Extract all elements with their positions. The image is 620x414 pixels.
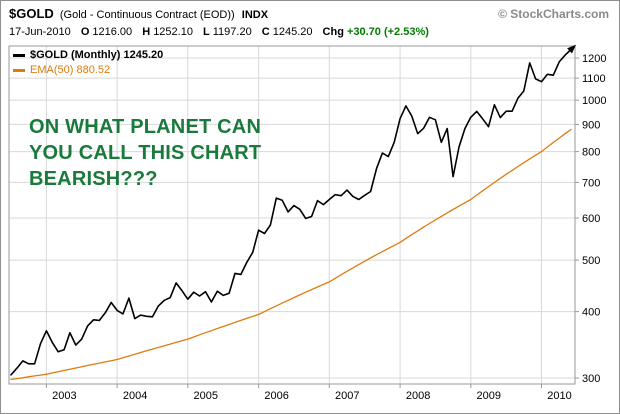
svg-text:900: 900 [582,119,600,131]
svg-text:400: 400 [582,307,600,319]
chart-plot-region: 300 400 500 600 700 800 900 1000 1100 1200 2003 200… [1,44,619,413]
annotation-line-1: ON WHAT PLANET CAN [29,116,262,138]
price-chart-svg: 300 400 500 600 700 800 900 1000 1100 1200 2003 200… [8,44,606,402]
legend-ema: EMA(50) 880.52 [30,64,111,76]
high-value: 1252.10 [153,26,193,38]
annotation-line-2: YOU CALL THIS CHART [29,142,262,164]
header-quote-row: 17-Jun-2010 O 1216.00 H 1252.10 L 1197.20 C… [9,24,611,40]
legend-price-label: $GOLD (Monthly) 1245.20 [30,49,164,61]
ticker-symbol: $GOLD [9,6,54,21]
exchange-label: INDX [241,9,269,21]
legend-ema-row: EMA(50) 880.52 [13,63,163,78]
instrument-name: (Gold - Continuous Contract (EOD)) [59,9,235,21]
chg-value: +30.70 (+2.53%) [346,26,429,38]
price-line-swatch [13,53,25,57]
chg-label: Chg [322,26,344,38]
chart-header: $GOLD (Gold - Continuous Contract (EOD))… [1,1,619,40]
stockcharts-copyright: © StockCharts.com [498,7,609,21]
close-value: 1245.20 [272,26,313,38]
svg-text:500: 500 [582,255,600,267]
close-label: C [261,26,270,38]
svg-text:600: 600 [582,213,600,225]
open-value: 1216.00 [92,26,133,38]
low-label: L [203,26,210,38]
chart-legend: $GOLD (Monthly) 1245.20 EMA(50) 880.52 [13,48,163,78]
svg-text:2010: 2010 [547,390,571,402]
header-title-row: $GOLD (Gold - Continuous Contract (EOD))… [9,6,611,23]
ema-line-swatch [13,68,25,72]
annotation: ON WHAT PLANET CAN YOU CALL THIS CHART B… [29,114,261,192]
svg-text:2004: 2004 [123,390,147,402]
svg-text:2005: 2005 [194,390,218,402]
annotation-line-3: BEARISH??? [29,168,158,190]
svg-text:1200: 1200 [582,53,606,65]
svg-text:1000: 1000 [582,95,606,107]
svg-text:1100: 1100 [582,73,606,85]
open-label: O [80,26,90,38]
legend-price-row: $GOLD (Monthly) 1245.20 [13,48,163,63]
svg-text:2009: 2009 [477,390,501,402]
low-value: 1197.20 [212,26,252,38]
svg-text:300: 300 [582,373,600,385]
svg-text:800: 800 [582,147,600,159]
high-label: H [142,26,151,38]
svg-text:700: 700 [582,177,600,189]
svg-text:2007: 2007 [335,390,359,402]
svg-text:2003: 2003 [52,390,76,402]
svg-text:2008: 2008 [406,390,430,402]
svg-text:2006: 2006 [264,390,288,402]
quote-date: 17-Jun-2010 [9,26,71,38]
